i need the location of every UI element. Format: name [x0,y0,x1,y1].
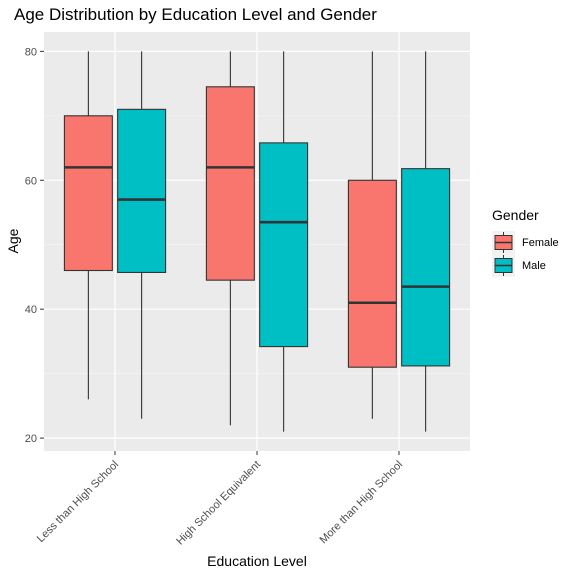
boxplot-female-3 [347,51,397,419]
legend-item-female: Female [492,231,559,254]
boxplot-male-2 [259,51,309,432]
legend-label: Female [522,237,559,249]
x-tick-label: High School Equivalent [174,459,263,548]
legend-label: Male [522,260,546,272]
grid-lines [44,32,470,451]
boxplot-female-1 [63,51,113,400]
box-iqr [347,179,397,368]
boxplot-female-2 [205,51,255,426]
y-tick-label: 40 [25,304,37,316]
chart-title: Age Distribution by Education Level and … [14,5,377,24]
legend-item-male: Male [492,254,546,277]
box-iqr [205,86,255,281]
y-axis-title: Age [5,228,21,253]
x-axis-title: Education Level [207,553,307,569]
legend: Gender Female Male [492,207,559,277]
box-iqr [259,142,309,348]
box-iqr [117,108,167,273]
y-tick-label: 20 [25,433,37,445]
y-tick-label: 80 [25,46,37,58]
legend-title: Gender [492,207,539,223]
boxplot-male-3 [401,51,451,432]
boxplot-male-1 [117,51,167,419]
x-tick-label: Less than High School [35,459,121,545]
y-tick-label: 60 [25,175,37,187]
x-tick-label: More than High School [318,459,406,547]
box-iqr [401,168,451,367]
box-layer [63,51,451,432]
box-iqr [63,115,113,272]
